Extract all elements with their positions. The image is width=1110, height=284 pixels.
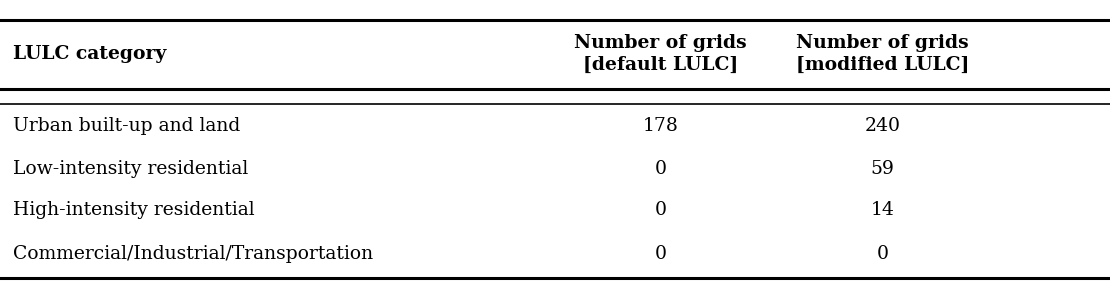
Text: 0: 0 [655,201,666,219]
Text: Number of grids
[default LULC]: Number of grids [default LULC] [574,34,747,74]
Text: 59: 59 [870,160,895,178]
Text: 240: 240 [865,117,900,135]
Text: High-intensity residential: High-intensity residential [13,201,255,219]
Text: 0: 0 [655,160,666,178]
Text: Commercial/Industrial/Transportation: Commercial/Industrial/Transportation [13,245,373,263]
Text: 178: 178 [643,117,678,135]
Text: Low-intensity residential: Low-intensity residential [13,160,249,178]
Text: Urban built-up and land: Urban built-up and land [13,117,241,135]
Text: LULC category: LULC category [13,45,166,63]
Text: 14: 14 [870,201,895,219]
Text: 0: 0 [655,245,666,263]
Text: 0: 0 [877,245,888,263]
Text: Number of grids
[modified LULC]: Number of grids [modified LULC] [796,34,969,74]
